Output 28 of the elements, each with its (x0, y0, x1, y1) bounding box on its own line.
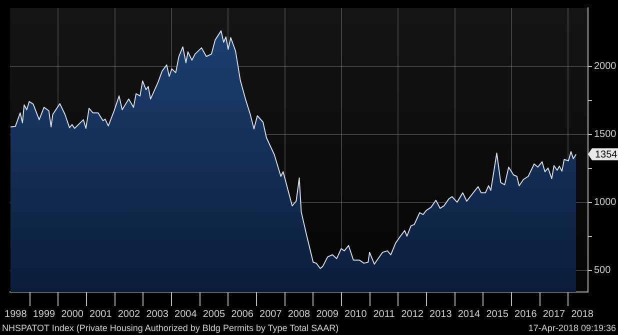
x-tick-label: 1999 (32, 308, 56, 320)
x-tick-label: 2002 (118, 308, 141, 320)
x-tick-label: 2012 (401, 308, 424, 320)
x-tick-label: 2008 (288, 308, 311, 320)
y-tick-label: 1000 (594, 197, 617, 208)
x-tick-label: 1998 (4, 308, 28, 320)
y-tick-label: 500 (594, 265, 612, 276)
x-tick-label: 2010 (344, 308, 368, 320)
x-tick-label: 2006 (231, 308, 254, 320)
x-tick-label: 2016 (514, 308, 538, 320)
x-tick-label: 2000 (61, 308, 84, 320)
x-tick-label: 2001 (90, 308, 112, 320)
x-tick-label: 2011 (373, 308, 396, 320)
x-tick-label: 2005 (202, 308, 226, 320)
x-tick-label: 2003 (146, 308, 169, 320)
x-tick-label: 2015 (486, 308, 509, 320)
x-tick-label: 2009 (316, 308, 339, 320)
x-tick-label: 2018 (571, 308, 594, 320)
x-tick-label: 2014 (458, 308, 481, 320)
text: 1354 (595, 149, 618, 160)
x-tick-label: 2013 (430, 308, 452, 320)
x-tick-label: 2004 (174, 308, 198, 320)
x-tick-label: 2017 (542, 308, 566, 320)
text: NHSPATOT Index (Private Housing Authorized by Bldg Permits by Type Total SAAR) (2, 322, 339, 334)
text: 17-Apr-2018 09:19:36 (528, 322, 616, 334)
y-tick-label: 2000 (594, 61, 617, 72)
x-tick-label: 2007 (260, 308, 282, 320)
y-tick-label: 1500 (594, 129, 617, 140)
